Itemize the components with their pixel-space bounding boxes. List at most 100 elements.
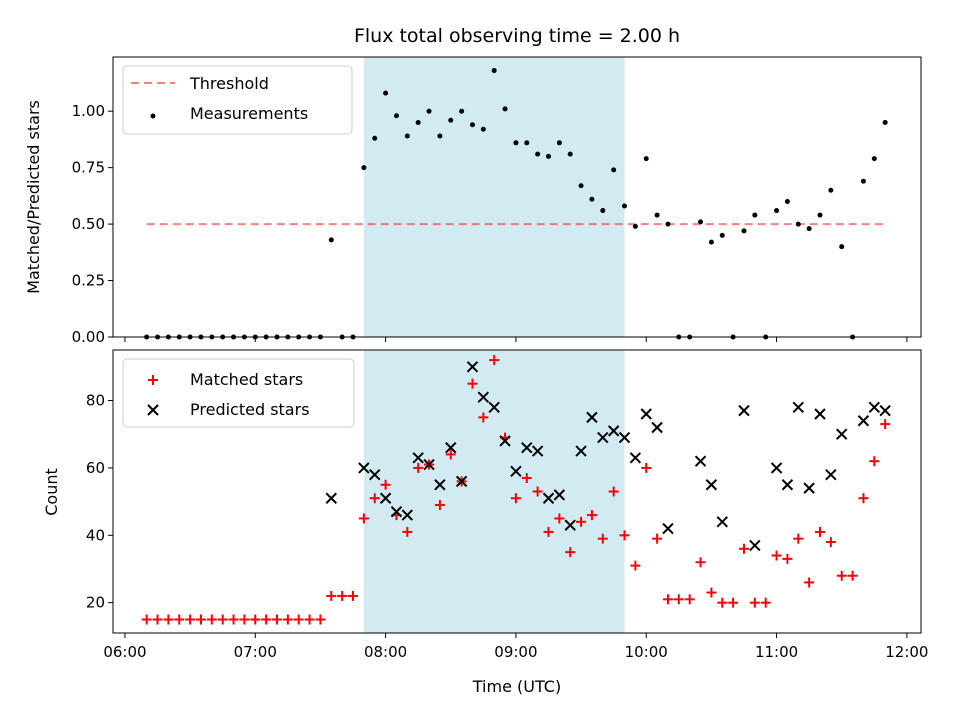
matched-star-point (141, 614, 152, 625)
measurement-point (578, 183, 584, 189)
legend-measurements-swatch (150, 113, 156, 119)
measurement-point (491, 68, 497, 74)
matched-star-point (706, 587, 717, 598)
matched-star-point (521, 473, 532, 484)
predicted-star-point (412, 452, 424, 464)
measurement-point (611, 167, 617, 173)
measurement-point (426, 108, 432, 114)
measurement-point (480, 126, 486, 132)
matched-star-point (402, 526, 413, 537)
measurement-point (437, 133, 443, 139)
predicted-star-point (879, 404, 891, 417)
measurement-point (871, 156, 877, 162)
matched-star-point (880, 419, 891, 430)
count-y-tick-label: 40 (86, 526, 105, 544)
predicted-star-point (662, 522, 674, 535)
predicted-star-point (738, 404, 750, 417)
matched-star-point (337, 590, 348, 601)
matched-star-point (250, 614, 261, 625)
measurement-point (806, 226, 812, 232)
measurement-point (502, 106, 508, 112)
matched-star-point (380, 479, 391, 490)
count-x-tick-label: 10:00 (625, 643, 668, 661)
measurement-point (860, 178, 866, 184)
predicted-star-point (825, 468, 837, 481)
matched-star-point (771, 550, 782, 561)
matched-star-point (652, 533, 663, 544)
matched-star-point (228, 614, 239, 625)
matched-star-point (315, 614, 326, 625)
predicted-star-point (390, 506, 403, 518)
ratio-legend: Threshold Measurements (122, 65, 353, 135)
matched-star-point (174, 614, 185, 625)
ratio-y-tick-label: 0.00 (72, 328, 105, 346)
ratio-panel: 0.00 0.25 0.50 0.75 1.00 Matched/Predicted s… (24, 56, 922, 346)
matched-star-point (597, 533, 608, 544)
measurement-point (882, 119, 888, 125)
predicted-star-point (466, 361, 479, 373)
count-x-tick-label: 12:00 (885, 643, 928, 661)
matched-star-point (554, 513, 565, 524)
matched-star-point (815, 526, 825, 537)
matched-star-point (608, 486, 619, 497)
matched-star-point (565, 547, 576, 558)
predicted-star-point (542, 492, 555, 504)
measurement-point (328, 237, 334, 243)
ratio-y-tick-label: 0.25 (72, 272, 105, 290)
measurement-point (393, 113, 399, 119)
measurement-point (372, 135, 378, 141)
measurement-point (708, 239, 714, 245)
ratio-panel-frame (112, 56, 922, 338)
measurement-point (513, 140, 519, 146)
matched-star-point (152, 614, 163, 625)
measurement-point (665, 221, 671, 227)
measurement-point (622, 203, 628, 209)
measurement-point (524, 140, 530, 146)
count-x-tick-label: 11:00 (755, 643, 798, 661)
predicted-star-point (705, 479, 718, 491)
chart-title: Flux total observing time = 2.00 h (354, 25, 680, 47)
measurement-point (654, 212, 660, 218)
measurement-point (556, 140, 562, 146)
measurement-point (817, 212, 823, 218)
predicted-star-point (488, 401, 500, 413)
matched-star-point (684, 594, 695, 605)
measurement-point (545, 153, 551, 159)
matched-star-point (619, 530, 630, 541)
matched-star-point (695, 557, 706, 568)
matched-star-point (413, 462, 424, 473)
predicted-star-point (521, 441, 533, 454)
matched-star-point (760, 597, 771, 608)
legend-predicted-swatch (147, 404, 159, 416)
matched-star-point (304, 614, 315, 625)
measurement-point (459, 108, 465, 114)
predicted-star-point (531, 445, 544, 457)
measurement-point (469, 122, 475, 128)
predicted-star-point (358, 462, 370, 474)
predicted-star-point (814, 408, 826, 420)
measurement-point (774, 208, 780, 214)
matched-star-point (282, 614, 293, 625)
predicted-star-point (629, 452, 642, 464)
matched-star-point (206, 614, 217, 625)
predicted-star-point (379, 492, 392, 504)
measurement-point (741, 228, 747, 234)
matched-star-point (738, 543, 749, 554)
matched-star-point (326, 590, 337, 601)
predicted-star-point (553, 489, 566, 501)
measurement-point (415, 119, 421, 125)
predicted-star-point (651, 421, 663, 434)
ratio-y-tick-label: 1.00 (72, 102, 105, 120)
matched-star-point (532, 486, 543, 497)
predicted-star-point (607, 425, 620, 437)
ratio-y-axis-label: Matched/Predicted stars (24, 100, 43, 294)
matched-star-point (630, 560, 641, 571)
predicted-star-point (716, 516, 728, 528)
matched-star-point (271, 614, 282, 625)
legend-matched-swatch (148, 375, 158, 385)
count-y-tick-label: 60 (86, 459, 105, 477)
measurement-point (567, 151, 573, 157)
matched-star-point (793, 533, 804, 544)
matched-star-point (825, 537, 836, 548)
